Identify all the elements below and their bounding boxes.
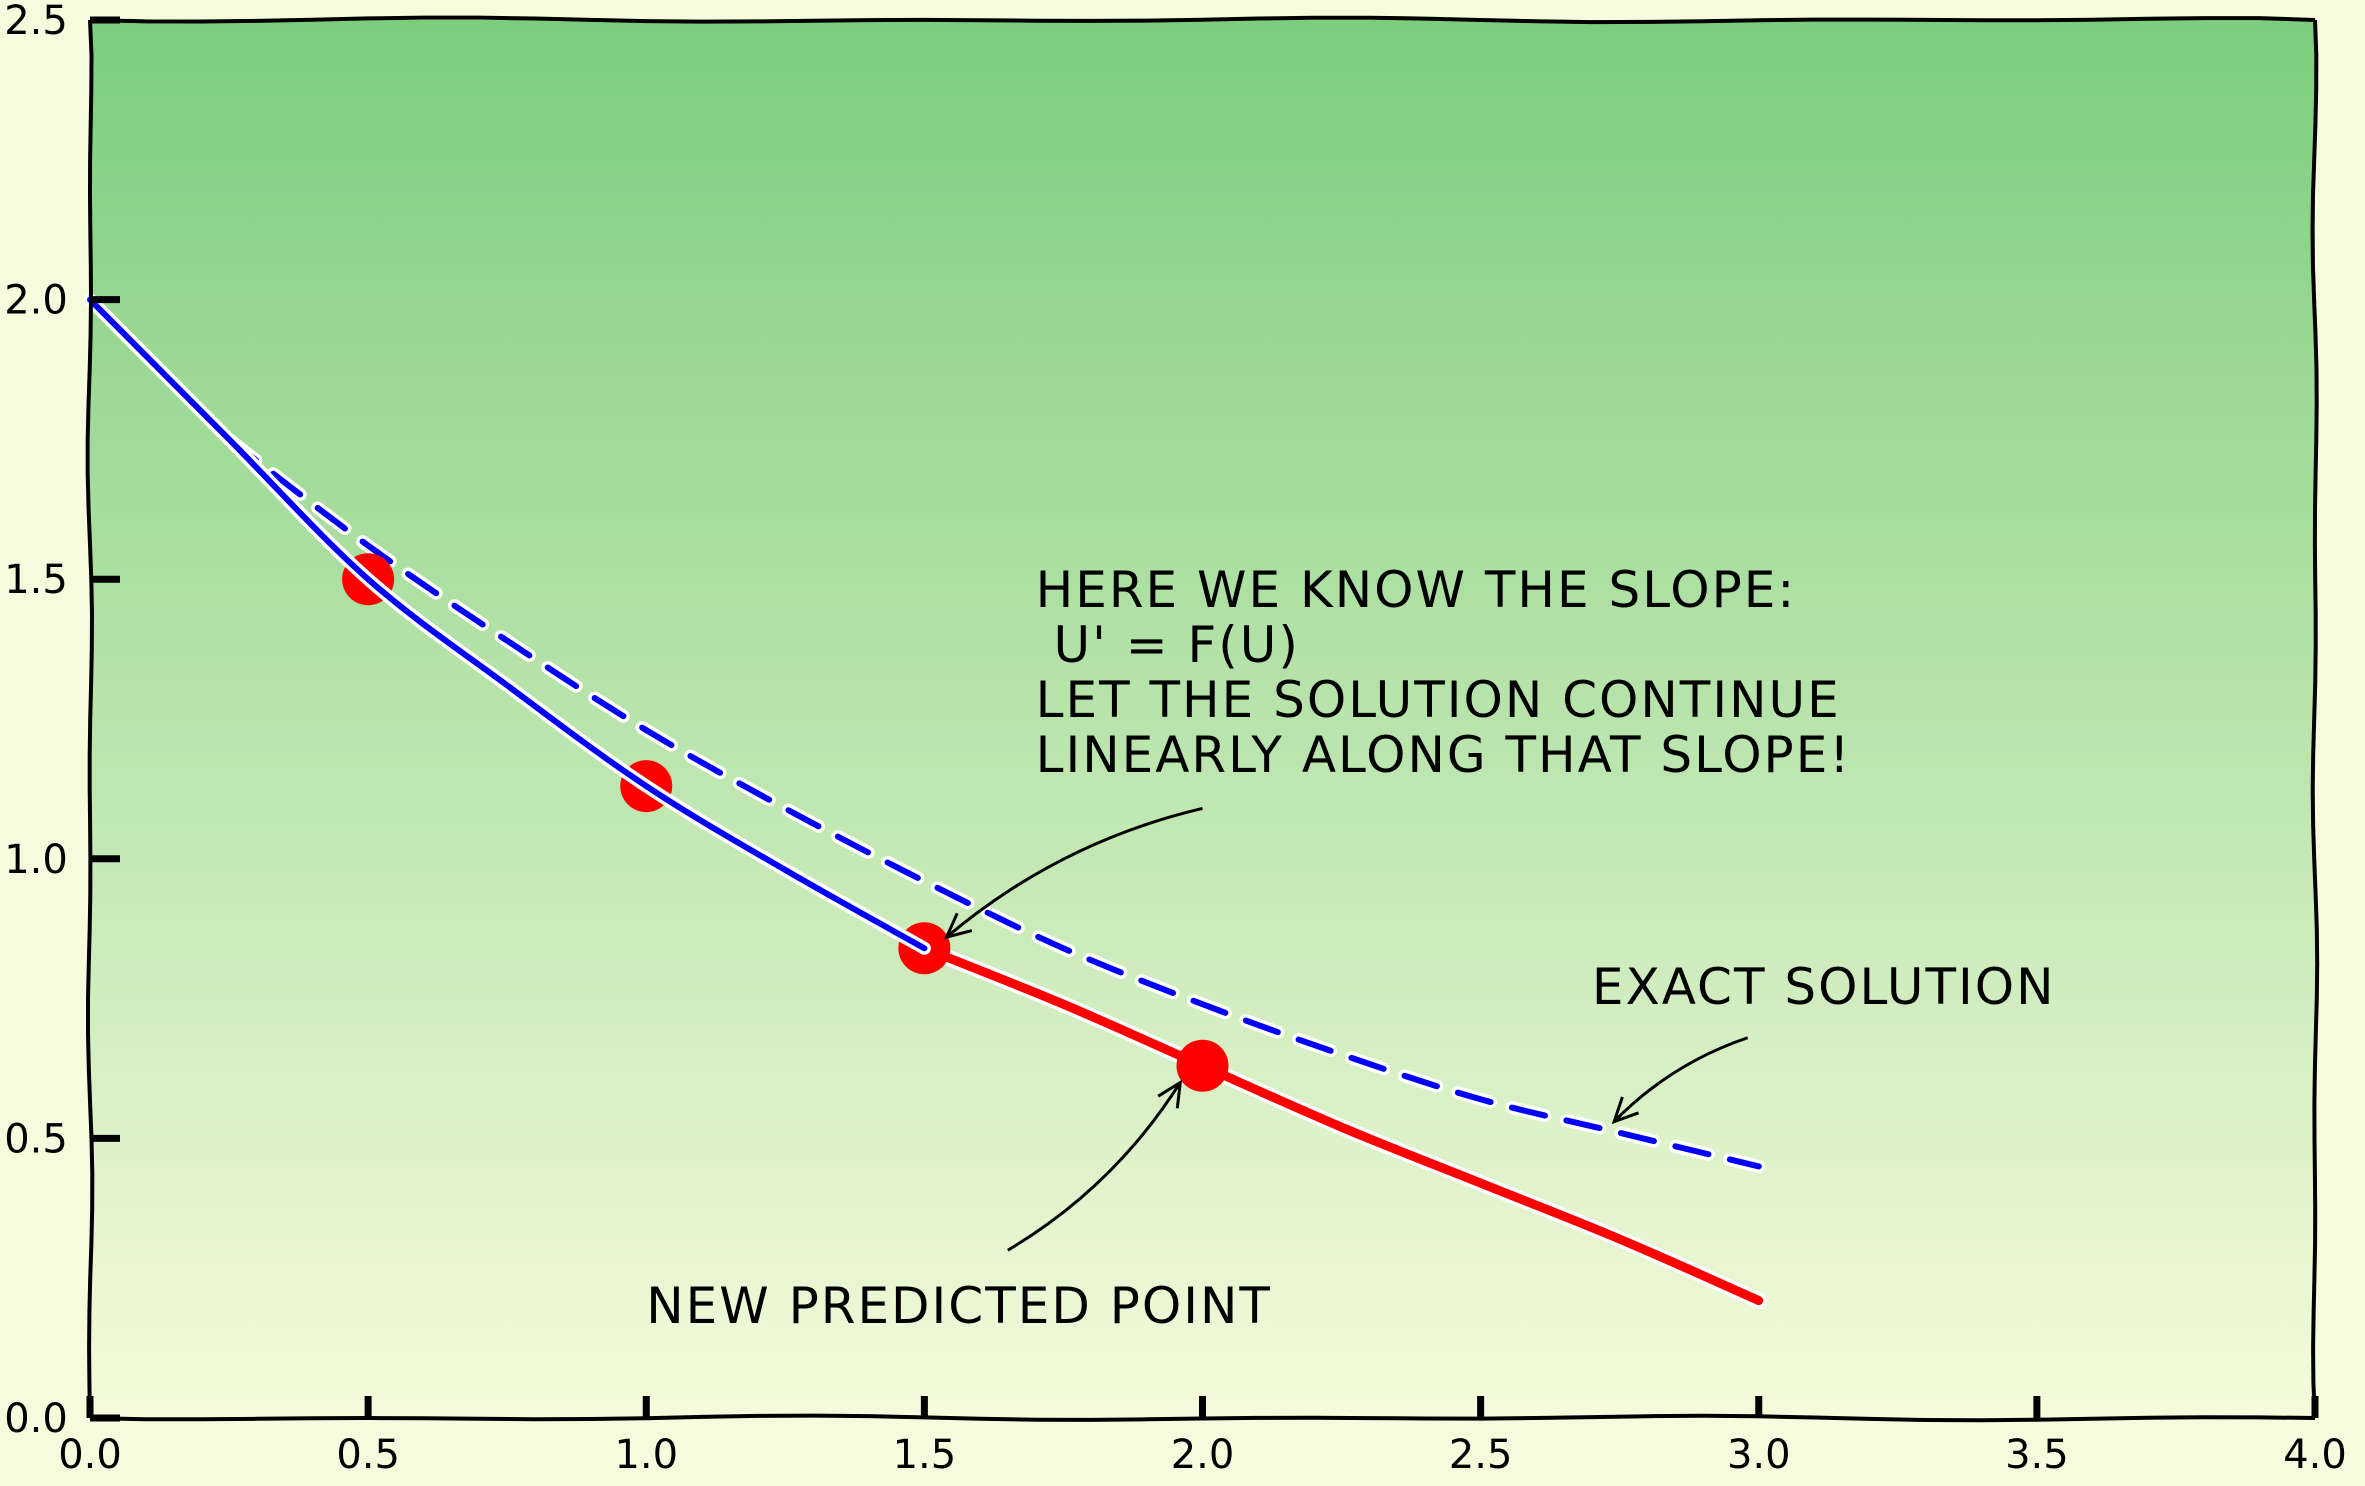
data-point-3 <box>1176 1039 1229 1092</box>
annotation-1-line-0: EXACT SOLUTION <box>1592 958 2056 1016</box>
series-2-line <box>919 943 1764 1306</box>
annotation-2-arrowhead <box>1157 1079 1183 1109</box>
x-tick-label-0: 0.0 <box>58 1432 122 1478</box>
x-tick-label-7: 3.5 <box>2005 1432 2069 1478</box>
annotation-2-line-0: NEW PREDICTED POINT <box>646 1277 1272 1335</box>
series-0-line <box>226 436 1762 1170</box>
x-tick-label-8: 4.0 <box>2283 1432 2347 1478</box>
frame-edge-3 <box>85 19 95 1419</box>
series-1-overlay <box>87 296 928 952</box>
annotation-0-arrowhead <box>943 912 973 940</box>
plot-area-background <box>90 20 2315 1418</box>
annotation-0-line-0: HERE WE KNOW THE SLOPE: <box>1036 561 1797 619</box>
y-tick-label-0: 0.0 <box>4 1396 68 1442</box>
annotation-2-arrow <box>1007 1081 1182 1252</box>
y-tick-label-2: 1.0 <box>4 837 68 883</box>
annotation-2-text: NEW PREDICTED POINT <box>646 1277 1272 1335</box>
y-tick-label-4: 2.0 <box>4 278 68 324</box>
points-layer <box>83 293 1229 1092</box>
x-tick-label-1: 0.5 <box>336 1432 400 1478</box>
x-tick-label-4: 2.0 <box>1171 1432 1235 1478</box>
annotation-1-arrow <box>1613 1036 1749 1123</box>
frame-edge-2 <box>89 1413 2316 1423</box>
frame-edge-1 <box>2310 19 2320 1419</box>
axes-frame <box>85 15 2320 1423</box>
x-tick-label-6: 3.0 <box>1727 1432 1791 1478</box>
annotation-1-text: EXACT SOLUTION <box>1592 958 2056 1016</box>
y-tick-label-5: 2.5 <box>4 0 68 44</box>
ticks-layer: 0.0 0.5 1.0 1.5 2.0 2.5 3.0 3.5 4.0 0.0 0.5 1.0 1.5 2… <box>4 0 2347 1478</box>
y-tick-label-3: 1.5 <box>4 557 68 603</box>
x-tick-label-5: 2.5 <box>1449 1432 1513 1478</box>
annotation-0-text: HERE WE KNOW THE SLOPE: U' = F(U) LET THE… <box>1036 561 1852 784</box>
annotation-0-arrow <box>945 807 1203 939</box>
annotation-1-arrowhead <box>1611 1096 1640 1125</box>
y-tick-label-1: 0.5 <box>4 1116 68 1162</box>
annotations-layer: HERE WE KNOW THE SLOPE: U' = F(U) LET THE… <box>646 561 2056 1335</box>
annotation-0-line-3: LINEARLY ALONG THAT SLOPE! <box>1036 726 1852 784</box>
annotation-0-line-1: U' = F(U) <box>1036 616 1300 674</box>
frame-edge-0 <box>89 15 2316 25</box>
annotation-0-line-2: LET THE SOLUTION CONTINUE <box>1036 671 1841 729</box>
x-tick-label-3: 1.5 <box>893 1432 957 1478</box>
x-tick-label-2: 1.0 <box>614 1432 678 1478</box>
